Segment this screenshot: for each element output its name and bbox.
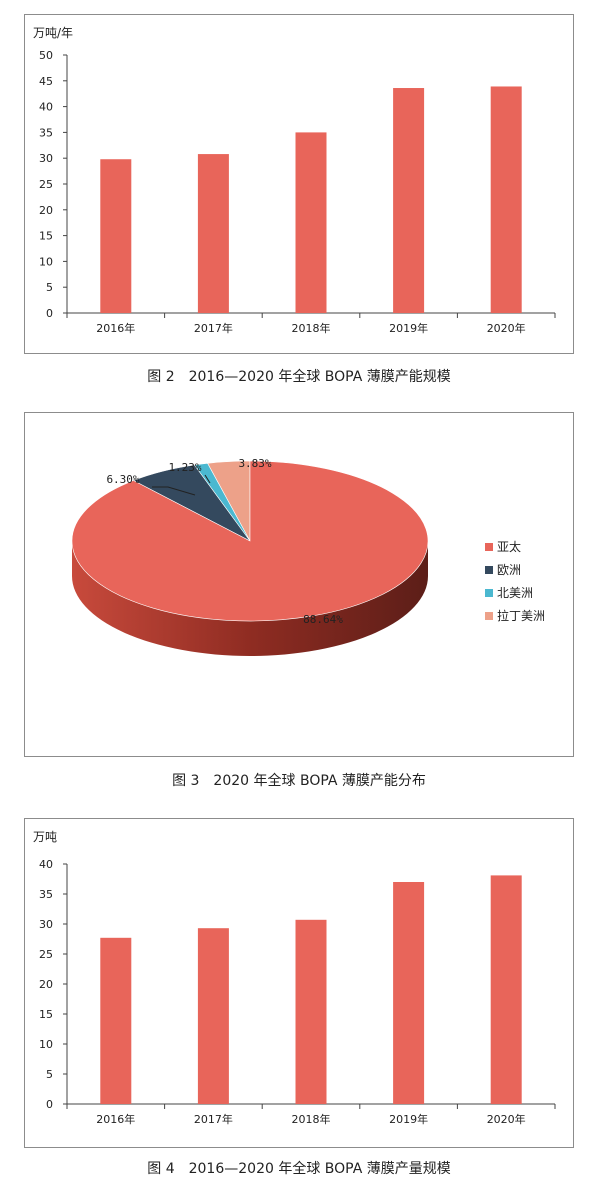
y-unit-label: 万吨: [33, 830, 57, 844]
output-bar-chart: 万吨 0 5 10 15 20 25 30 35 40 2016年 2017年 2018年 2019年 2…: [33, 830, 556, 1126]
y-tick-label: 20: [39, 978, 53, 991]
slice-data-label: 88.64%: [303, 613, 343, 626]
legend-swatch: [485, 612, 493, 620]
y-tick-label: 45: [39, 75, 53, 88]
y-tick-label: 35: [39, 888, 53, 901]
x-tick-label: 2016年: [96, 1112, 135, 1126]
y-tick-label: 25: [39, 948, 53, 961]
x-tick-label: 2017年: [194, 1112, 233, 1126]
pie-slice: [71, 460, 429, 622]
figure-caption: 图 3 2020 年全球 BOPA 薄膜产能分布: [172, 773, 426, 789]
output-chart-panel: 万吨 0 5 10 15 20 25 30 35 40 2016年 2017年 2018年 2019年 2…: [24, 818, 574, 1148]
y-tick-label: 10: [39, 255, 53, 268]
figure-caption: 图 4 2016—2020 年全球 BOPA 薄膜产量规模: [147, 1161, 451, 1177]
y-unit-label: 万吨/年: [33, 26, 73, 40]
x-tick-label: 2019年: [389, 321, 428, 335]
legend-swatch: [485, 589, 493, 597]
legend-entry: 北美洲: [497, 586, 533, 600]
x-tick-label: 2016年: [96, 321, 135, 335]
y-tick-label: 5: [46, 281, 53, 294]
y-tick-label: 35: [39, 126, 53, 139]
y-tick-label: 10: [39, 1038, 53, 1051]
capacity-bar-chart: 万吨/年 0 5 10 15 20 25 30 35 40 45 50 2016年 2017年 2018年…: [33, 26, 556, 335]
legend-entry: 欧洲: [497, 563, 521, 577]
slice-data-label: 6.30%: [106, 473, 139, 486]
capacity-chart-panel: 万吨/年 0 5 10 15 20 25 30 35 40 45 50 2016年 2017年 2018年…: [24, 14, 574, 354]
bar: [197, 154, 229, 313]
y-tick-label: 25: [39, 178, 53, 191]
y-tick-label: 15: [39, 1008, 53, 1021]
label-leader-line: [152, 486, 196, 496]
legend-entry: 亚太: [497, 539, 521, 554]
slice-data-label: 1.23%: [168, 461, 201, 474]
figure-caption: 图 2 2016—2020 年全球 BOPA 薄膜产能规模: [147, 369, 451, 385]
legend-swatch: [485, 543, 493, 551]
legend-swatch: [485, 566, 493, 574]
bar: [393, 882, 425, 1104]
bar: [295, 919, 327, 1104]
y-tick-label: 5: [46, 1068, 53, 1081]
y-tick-label: 30: [39, 918, 53, 931]
bar: [197, 928, 229, 1104]
pie-side-wall: [72, 541, 428, 656]
bar: [295, 132, 327, 313]
y-tick-label: 30: [39, 152, 53, 165]
y-tick-label: 0: [46, 307, 53, 320]
bar: [100, 159, 132, 313]
x-tick-label: 2020年: [487, 1112, 526, 1126]
x-tick-label: 2019年: [389, 1112, 428, 1126]
y-tick-label: 50: [39, 49, 53, 62]
y-tick-label: 0: [46, 1098, 53, 1111]
bar: [100, 937, 132, 1104]
bar: [490, 875, 522, 1104]
slice-data-label: 3.83%: [238, 457, 271, 470]
x-tick-label: 2017年: [194, 321, 233, 335]
bar: [490, 86, 522, 313]
y-tick-label: 20: [39, 204, 53, 217]
distribution-chart-panel: 88.64% 6.30% 1.23% 3.83% 亚太欧洲北美洲拉丁美洲: [24, 412, 574, 757]
legend-entry: 拉丁美洲: [497, 608, 545, 623]
x-tick-label: 2018年: [292, 321, 331, 335]
y-tick-label: 15: [39, 230, 53, 243]
bar: [393, 88, 425, 313]
label-leader-line: [204, 474, 211, 484]
x-tick-label: 2020年: [487, 321, 526, 335]
y-tick-label: 40: [39, 858, 53, 871]
y-tick-label: 40: [39, 101, 53, 114]
x-tick-label: 2018年: [292, 1112, 331, 1126]
